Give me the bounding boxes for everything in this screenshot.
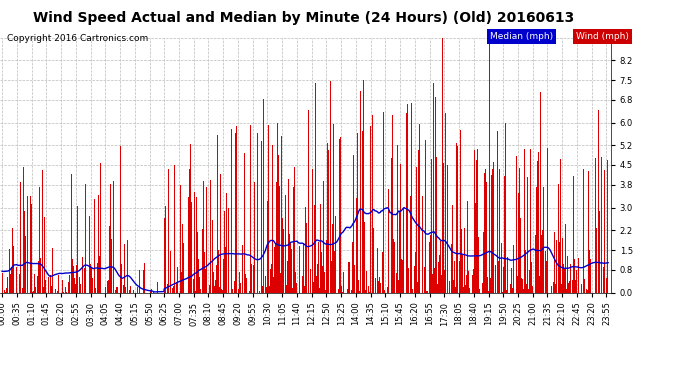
Text: Median (mph): Median (mph): [490, 32, 553, 41]
Text: Wind (mph): Wind (mph): [576, 32, 629, 41]
Text: Wind Speed Actual and Median by Minute (24 Hours) (Old) 20160613: Wind Speed Actual and Median by Minute (…: [33, 11, 574, 25]
Text: Copyright 2016 Cartronics.com: Copyright 2016 Cartronics.com: [7, 34, 148, 43]
